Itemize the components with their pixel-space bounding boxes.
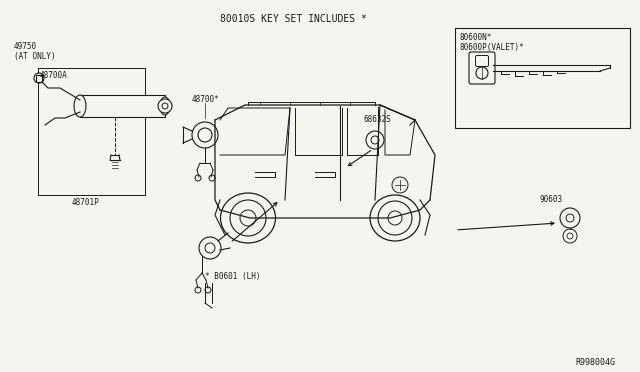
Bar xyxy=(38,68,145,195)
Text: 49750: 49750 xyxy=(14,42,37,51)
Bar xyxy=(80,95,165,117)
Ellipse shape xyxy=(370,195,420,241)
Circle shape xyxy=(205,243,215,253)
FancyBboxPatch shape xyxy=(469,52,495,84)
Circle shape xyxy=(388,211,402,225)
Text: * B0601 (LH): * B0601 (LH) xyxy=(205,272,260,281)
Ellipse shape xyxy=(160,97,170,115)
Bar xyxy=(455,28,630,128)
Circle shape xyxy=(230,200,266,236)
FancyBboxPatch shape xyxy=(476,55,488,67)
Text: 80600N*: 80600N* xyxy=(460,33,492,42)
Ellipse shape xyxy=(74,95,86,117)
Circle shape xyxy=(162,103,168,109)
Text: 48701P: 48701P xyxy=(72,198,100,207)
Circle shape xyxy=(566,214,574,222)
Text: 48700*: 48700* xyxy=(192,95,220,104)
Circle shape xyxy=(199,237,221,259)
Text: 90603: 90603 xyxy=(540,195,563,204)
Circle shape xyxy=(198,128,212,142)
Text: R998004G: R998004G xyxy=(575,358,615,367)
Circle shape xyxy=(378,201,412,235)
Circle shape xyxy=(240,210,256,226)
Circle shape xyxy=(371,136,379,144)
Text: 48700A: 48700A xyxy=(40,71,68,80)
Ellipse shape xyxy=(221,193,275,243)
Circle shape xyxy=(366,131,384,149)
Text: (AT ONLY): (AT ONLY) xyxy=(14,52,56,61)
Circle shape xyxy=(158,99,172,113)
Text: 80600P(VALET)*: 80600P(VALET)* xyxy=(460,43,525,52)
Text: 80010S KEY SET INCLUDES *: 80010S KEY SET INCLUDES * xyxy=(220,14,367,24)
Circle shape xyxy=(34,73,44,83)
Circle shape xyxy=(563,229,577,243)
Circle shape xyxy=(567,233,573,239)
Circle shape xyxy=(192,122,218,148)
Text: 68632S: 68632S xyxy=(363,115,391,124)
Circle shape xyxy=(560,208,580,228)
